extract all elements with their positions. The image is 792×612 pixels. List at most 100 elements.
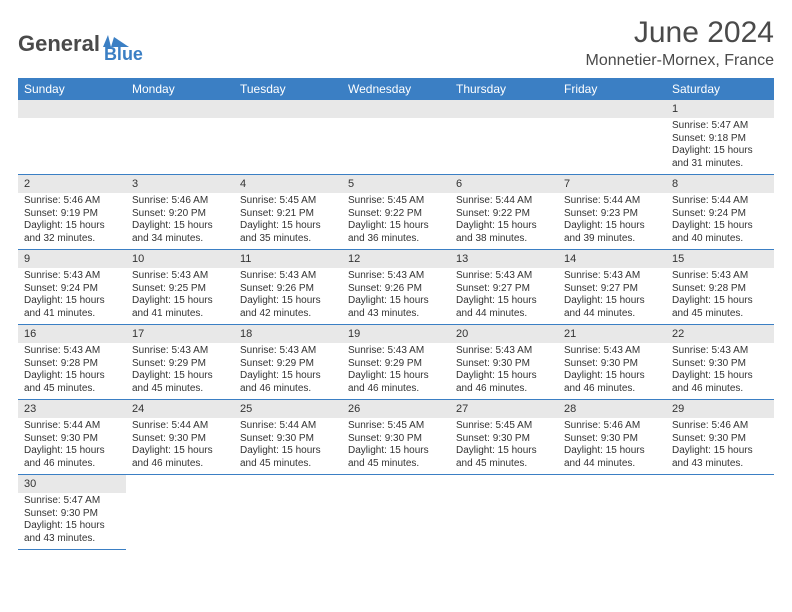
calendar-cell <box>450 475 558 550</box>
day-details: Sunrise: 5:43 AMSunset: 9:24 PMDaylight:… <box>18 268 126 324</box>
day-details: Sunrise: 5:44 AMSunset: 9:30 PMDaylight:… <box>18 418 126 474</box>
day-number: 13 <box>450 250 558 268</box>
day-number: 21 <box>558 325 666 343</box>
calendar-cell: 23Sunrise: 5:44 AMSunset: 9:30 PMDayligh… <box>18 400 126 475</box>
day-number: 17 <box>126 325 234 343</box>
title-block: June 2024 Monnetier-Mornex, France <box>585 16 774 70</box>
calendar-table: SundayMondayTuesdayWednesdayThursdayFrid… <box>18 78 774 550</box>
day-header-row: SundayMondayTuesdayWednesdayThursdayFrid… <box>18 78 774 100</box>
day-header: Thursday <box>450 78 558 100</box>
calendar-cell <box>342 100 450 175</box>
day-number: 25 <box>234 400 342 418</box>
day-details: Sunrise: 5:44 AMSunset: 9:23 PMDaylight:… <box>558 193 666 249</box>
calendar-cell: 28Sunrise: 5:46 AMSunset: 9:30 PMDayligh… <box>558 400 666 475</box>
calendar-cell: 17Sunrise: 5:43 AMSunset: 9:29 PMDayligh… <box>126 325 234 400</box>
calendar-cell: 8Sunrise: 5:44 AMSunset: 9:24 PMDaylight… <box>666 175 774 250</box>
calendar-week-row: 16Sunrise: 5:43 AMSunset: 9:28 PMDayligh… <box>18 325 774 400</box>
logo-text-blue: Blue <box>104 44 143 65</box>
day-details: Sunrise: 5:45 AMSunset: 9:21 PMDaylight:… <box>234 193 342 249</box>
day-details: Sunrise: 5:44 AMSunset: 9:22 PMDaylight:… <box>450 193 558 249</box>
calendar-cell: 11Sunrise: 5:43 AMSunset: 9:26 PMDayligh… <box>234 250 342 325</box>
day-number: 19 <box>342 325 450 343</box>
location-text: Monnetier-Mornex, France <box>585 52 774 70</box>
day-number: 20 <box>450 325 558 343</box>
calendar-cell: 27Sunrise: 5:45 AMSunset: 9:30 PMDayligh… <box>450 400 558 475</box>
day-details: Sunrise: 5:43 AMSunset: 9:27 PMDaylight:… <box>450 268 558 324</box>
calendar-cell: 2Sunrise: 5:46 AMSunset: 9:19 PMDaylight… <box>18 175 126 250</box>
empty-daynum <box>450 100 558 118</box>
day-number: 2 <box>18 175 126 193</box>
calendar-week-row: 30Sunrise: 5:47 AMSunset: 9:30 PMDayligh… <box>18 475 774 550</box>
day-number: 30 <box>18 475 126 493</box>
calendar-cell <box>234 100 342 175</box>
calendar-cell: 12Sunrise: 5:43 AMSunset: 9:26 PMDayligh… <box>342 250 450 325</box>
day-number: 24 <box>126 400 234 418</box>
day-details: Sunrise: 5:47 AMSunset: 9:18 PMDaylight:… <box>666 118 774 174</box>
calendar-cell: 14Sunrise: 5:43 AMSunset: 9:27 PMDayligh… <box>558 250 666 325</box>
day-header: Wednesday <box>342 78 450 100</box>
day-details: Sunrise: 5:43 AMSunset: 9:29 PMDaylight:… <box>342 343 450 399</box>
page-title: June 2024 <box>585 16 774 50</box>
day-number: 7 <box>558 175 666 193</box>
day-details: Sunrise: 5:47 AMSunset: 9:30 PMDaylight:… <box>18 493 126 549</box>
day-number: 29 <box>666 400 774 418</box>
empty-daynum <box>342 100 450 118</box>
day-header: Friday <box>558 78 666 100</box>
day-number: 15 <box>666 250 774 268</box>
day-details: Sunrise: 5:43 AMSunset: 9:25 PMDaylight:… <box>126 268 234 324</box>
day-details: Sunrise: 5:46 AMSunset: 9:19 PMDaylight:… <box>18 193 126 249</box>
day-details: Sunrise: 5:45 AMSunset: 9:30 PMDaylight:… <box>342 418 450 474</box>
header: General Blue June 2024 Monnetier-Mornex,… <box>18 16 774 70</box>
day-details: Sunrise: 5:43 AMSunset: 9:26 PMDaylight:… <box>342 268 450 324</box>
day-details: Sunrise: 5:46 AMSunset: 9:30 PMDaylight:… <box>666 418 774 474</box>
empty-daynum <box>126 100 234 118</box>
day-details: Sunrise: 5:45 AMSunset: 9:22 PMDaylight:… <box>342 193 450 249</box>
calendar-cell: 29Sunrise: 5:46 AMSunset: 9:30 PMDayligh… <box>666 400 774 475</box>
calendar-cell: 24Sunrise: 5:44 AMSunset: 9:30 PMDayligh… <box>126 400 234 475</box>
calendar-cell: 3Sunrise: 5:46 AMSunset: 9:20 PMDaylight… <box>126 175 234 250</box>
day-number: 18 <box>234 325 342 343</box>
day-number: 27 <box>450 400 558 418</box>
day-number: 28 <box>558 400 666 418</box>
calendar-week-row: 9Sunrise: 5:43 AMSunset: 9:24 PMDaylight… <box>18 250 774 325</box>
day-number: 6 <box>450 175 558 193</box>
calendar-cell: 26Sunrise: 5:45 AMSunset: 9:30 PMDayligh… <box>342 400 450 475</box>
calendar-cell <box>558 475 666 550</box>
day-number: 5 <box>342 175 450 193</box>
day-details: Sunrise: 5:43 AMSunset: 9:30 PMDaylight:… <box>666 343 774 399</box>
day-details: Sunrise: 5:46 AMSunset: 9:30 PMDaylight:… <box>558 418 666 474</box>
calendar-cell: 6Sunrise: 5:44 AMSunset: 9:22 PMDaylight… <box>450 175 558 250</box>
calendar-cell <box>342 475 450 550</box>
calendar-cell: 18Sunrise: 5:43 AMSunset: 9:29 PMDayligh… <box>234 325 342 400</box>
calendar-cell: 22Sunrise: 5:43 AMSunset: 9:30 PMDayligh… <box>666 325 774 400</box>
calendar-cell <box>126 475 234 550</box>
empty-daynum <box>18 100 126 118</box>
day-number: 26 <box>342 400 450 418</box>
logo: General Blue <box>18 22 143 65</box>
day-number: 14 <box>558 250 666 268</box>
empty-daynum <box>234 100 342 118</box>
logo-text-general: General <box>18 31 100 57</box>
calendar-cell: 16Sunrise: 5:43 AMSunset: 9:28 PMDayligh… <box>18 325 126 400</box>
calendar-week-row: 23Sunrise: 5:44 AMSunset: 9:30 PMDayligh… <box>18 400 774 475</box>
day-details: Sunrise: 5:46 AMSunset: 9:20 PMDaylight:… <box>126 193 234 249</box>
day-number: 3 <box>126 175 234 193</box>
calendar-cell: 1Sunrise: 5:47 AMSunset: 9:18 PMDaylight… <box>666 100 774 175</box>
calendar-cell: 19Sunrise: 5:43 AMSunset: 9:29 PMDayligh… <box>342 325 450 400</box>
calendar-week-row: 1Sunrise: 5:47 AMSunset: 9:18 PMDaylight… <box>18 100 774 175</box>
calendar-week-row: 2Sunrise: 5:46 AMSunset: 9:19 PMDaylight… <box>18 175 774 250</box>
calendar-cell <box>558 100 666 175</box>
calendar-cell: 13Sunrise: 5:43 AMSunset: 9:27 PMDayligh… <box>450 250 558 325</box>
day-number: 16 <box>18 325 126 343</box>
day-details: Sunrise: 5:43 AMSunset: 9:30 PMDaylight:… <box>450 343 558 399</box>
day-number: 22 <box>666 325 774 343</box>
calendar-cell <box>18 100 126 175</box>
calendar-cell: 15Sunrise: 5:43 AMSunset: 9:28 PMDayligh… <box>666 250 774 325</box>
day-number: 8 <box>666 175 774 193</box>
calendar-cell: 7Sunrise: 5:44 AMSunset: 9:23 PMDaylight… <box>558 175 666 250</box>
day-details: Sunrise: 5:43 AMSunset: 9:27 PMDaylight:… <box>558 268 666 324</box>
day-details: Sunrise: 5:43 AMSunset: 9:29 PMDaylight:… <box>234 343 342 399</box>
calendar-cell <box>126 100 234 175</box>
day-details: Sunrise: 5:44 AMSunset: 9:24 PMDaylight:… <box>666 193 774 249</box>
calendar-cell: 20Sunrise: 5:43 AMSunset: 9:30 PMDayligh… <box>450 325 558 400</box>
